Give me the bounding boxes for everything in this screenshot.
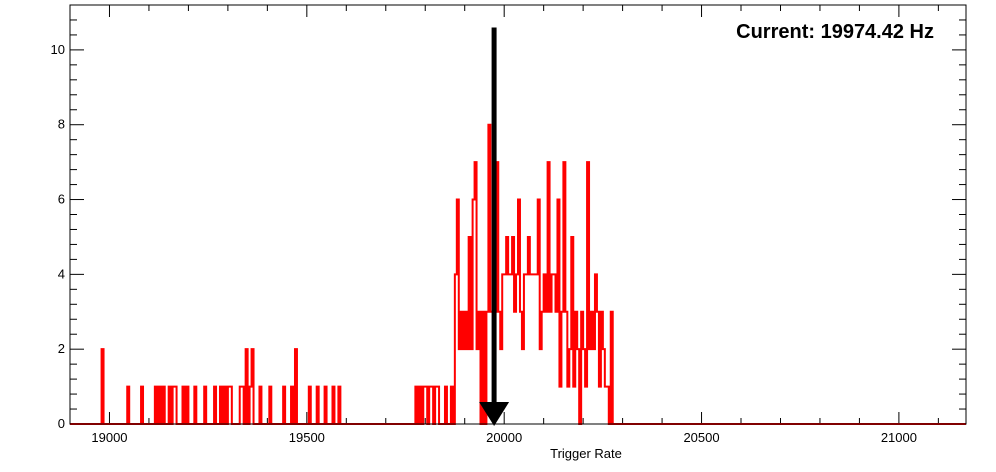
x-tick-label: 21000 (881, 430, 917, 445)
histogram-series (70, 123, 966, 425)
x-tick-label: 20500 (683, 430, 719, 445)
marker-arrow-head (479, 402, 510, 426)
current-rate-annotation: Current: 19974.42 Hz (736, 21, 934, 43)
x-axis-label: Trigger Rate (550, 446, 622, 461)
x-tick-label: 20000 (486, 430, 522, 445)
histogram-line (70, 123, 966, 425)
y-tick-label: 10 (51, 42, 65, 57)
x-axis: 19000 19500 20000 20500 21000 (69, 5, 939, 445)
y-tick-label: 2 (58, 341, 65, 356)
plot-frame (69, 4, 967, 425)
current-marker (479, 27, 510, 426)
y-axis: 0 2 4 6 8 10 (51, 19, 966, 431)
x-tick-label: 19000 (91, 430, 127, 445)
y-tick-label: 0 (58, 416, 65, 431)
y-tick-label: 8 (58, 117, 65, 132)
y-tick-label: 6 (58, 192, 65, 207)
y-tick-label: 4 (58, 266, 65, 281)
x-tick-label: 19500 (289, 430, 325, 445)
